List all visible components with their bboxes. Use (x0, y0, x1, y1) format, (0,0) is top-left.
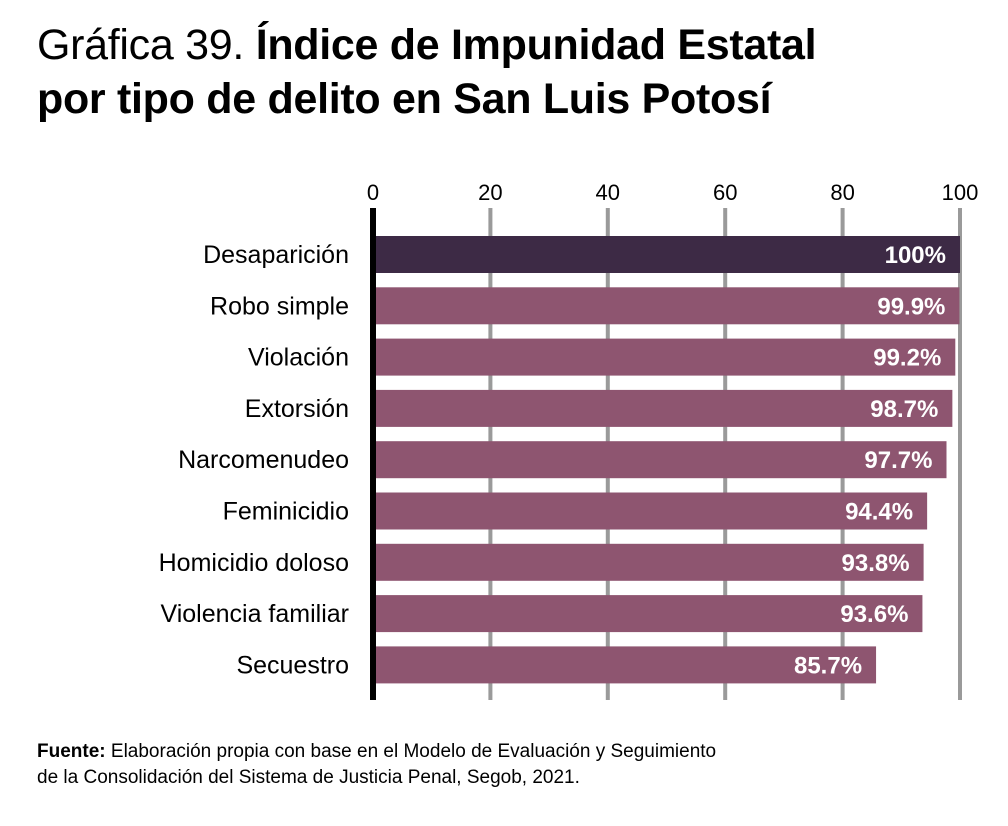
value-labels: 100% 99.9% 99.2% 98.7% 97.7% 94.4% 93.8% 93.6% 8… (794, 242, 946, 679)
category-label-2: Violación (248, 344, 349, 372)
category-label-3: Extorsión (245, 395, 349, 423)
value-label-2: 99.2% (873, 345, 941, 372)
tick-label-40: 40 (596, 180, 620, 205)
category-label-6: Homicidio doloso (159, 549, 349, 577)
bar-8 (373, 646, 877, 684)
bar-5 (373, 492, 928, 530)
value-label-1: 99.9% (877, 293, 945, 320)
page-title: Gráfica 39. Índice de Impunidad Estatal … (37, 18, 997, 126)
value-label-5: 94.4% (845, 499, 913, 526)
tick-label-20: 20 (478, 180, 502, 205)
tick-label-0: 0 (367, 180, 379, 205)
bars (373, 236, 960, 684)
tick-label-100: 100 (942, 180, 979, 205)
bar-7 (373, 595, 923, 633)
category-label-1: Robo simple (210, 292, 349, 320)
value-label-7: 93.6% (840, 601, 908, 628)
bar-2 (373, 338, 956, 376)
title-prefix: Gráfica 39. (37, 21, 245, 69)
value-label-6: 93.8% (842, 550, 910, 577)
tick-labels: 0 20 40 60 80 100 (367, 180, 978, 205)
source-note: Fuente: Elaboración propia con base en e… (37, 739, 937, 791)
value-label-8: 85.7% (794, 652, 862, 679)
tick-label-80: 80 (830, 180, 854, 205)
bar-6 (373, 543, 924, 581)
category-label-7: Violencia familiar (160, 600, 349, 628)
value-label-0: 100% (885, 242, 946, 269)
bar-1 (373, 287, 960, 325)
bar-0 (373, 236, 960, 273)
title-line2: por tipo de delito en San Luis Potosí (37, 75, 772, 123)
category-label-0: Desaparición (203, 241, 349, 269)
source-text: Elaboración propia con base en el Modelo… (110, 741, 717, 762)
category-label-4: Narcomenudeo (178, 446, 349, 474)
source-label: Fuente: (37, 741, 106, 762)
value-label-3: 98.7% (870, 396, 938, 423)
category-labels: Desaparición Robo simple Violación Extorsió… (159, 241, 349, 679)
title-line1: Índice de Impunidad Estatal (255, 21, 817, 69)
category-label-5: Feminicidio (223, 498, 349, 526)
category-label-8: Secuestro (236, 651, 349, 679)
tick-label-60: 60 (713, 180, 737, 205)
source-text-2: de la Consolidación del Sistema de Justi… (37, 767, 580, 788)
value-label-4: 97.7% (864, 447, 932, 474)
bar-3 (373, 389, 953, 427)
bar-4 (373, 441, 947, 479)
